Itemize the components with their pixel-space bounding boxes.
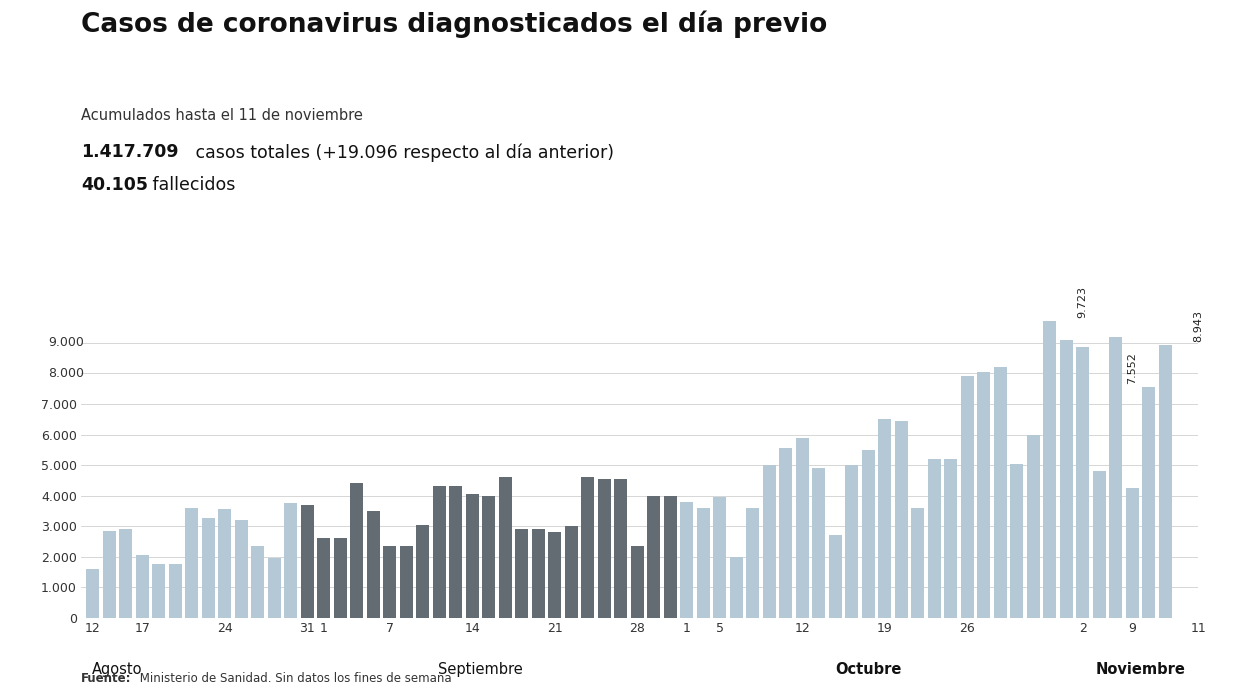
Text: 8.000: 8.000 bbox=[49, 367, 85, 380]
Bar bbox=[746, 508, 759, 618]
Bar bbox=[449, 487, 462, 618]
Bar bbox=[120, 529, 132, 618]
Bar bbox=[648, 496, 660, 618]
Bar bbox=[945, 459, 957, 618]
Bar bbox=[845, 465, 859, 618]
Bar bbox=[763, 465, 775, 618]
Bar bbox=[532, 529, 544, 618]
Text: Fuente:: Fuente: bbox=[81, 672, 131, 685]
Bar bbox=[598, 479, 610, 618]
Text: 7.552: 7.552 bbox=[1127, 352, 1137, 384]
Bar bbox=[1060, 340, 1072, 618]
Text: Casos de coronavirus diagnosticados el día previo: Casos de coronavirus diagnosticados el d… bbox=[81, 10, 827, 38]
Bar bbox=[1142, 387, 1154, 618]
Text: Acumulados hasta el 11 de noviembre: Acumulados hasta el 11 de noviembre bbox=[81, 108, 363, 123]
Bar bbox=[1158, 345, 1172, 618]
Text: 9.000: 9.000 bbox=[49, 336, 85, 350]
Bar bbox=[268, 558, 281, 618]
Bar bbox=[466, 494, 478, 618]
Bar bbox=[168, 564, 182, 618]
Bar bbox=[582, 477, 594, 618]
Bar bbox=[367, 511, 379, 618]
Bar bbox=[664, 496, 676, 618]
Text: 9.723: 9.723 bbox=[1077, 285, 1087, 318]
Bar bbox=[696, 508, 710, 618]
Bar bbox=[251, 546, 265, 618]
Bar bbox=[829, 535, 841, 618]
Bar bbox=[927, 459, 941, 618]
Bar bbox=[482, 496, 495, 618]
Bar bbox=[333, 538, 347, 618]
Bar bbox=[680, 502, 693, 618]
Text: 8.943: 8.943 bbox=[1193, 310, 1203, 341]
Bar bbox=[614, 479, 626, 618]
Bar bbox=[630, 546, 644, 618]
Bar bbox=[977, 372, 990, 618]
Bar bbox=[86, 569, 99, 618]
Text: Septiembre: Septiembre bbox=[438, 662, 523, 677]
Bar bbox=[136, 555, 149, 618]
Bar bbox=[1093, 471, 1106, 618]
Bar bbox=[399, 546, 413, 618]
Text: Agosto: Agosto bbox=[92, 662, 142, 677]
Bar bbox=[383, 546, 396, 618]
Bar bbox=[879, 419, 891, 618]
Bar bbox=[202, 519, 215, 618]
Text: Noviembre: Noviembre bbox=[1096, 662, 1186, 677]
Bar bbox=[730, 557, 743, 618]
Bar bbox=[218, 510, 231, 618]
Bar bbox=[779, 448, 792, 618]
Bar bbox=[861, 450, 875, 618]
Text: Octubre: Octubre bbox=[835, 662, 901, 677]
Text: 1.417.709: 1.417.709 bbox=[81, 143, 178, 161]
Bar bbox=[564, 526, 578, 618]
Text: casos totales (+19.096 respecto al día anterior): casos totales (+19.096 respecto al día a… bbox=[190, 143, 614, 162]
Bar bbox=[1109, 336, 1122, 618]
Bar bbox=[235, 520, 247, 618]
Bar bbox=[548, 532, 562, 618]
Bar bbox=[433, 487, 446, 618]
Bar bbox=[499, 477, 512, 618]
Bar bbox=[515, 529, 528, 618]
Bar bbox=[102, 530, 116, 618]
Bar bbox=[301, 505, 313, 618]
Text: 40.105: 40.105 bbox=[81, 176, 149, 194]
Bar bbox=[1027, 434, 1040, 618]
Bar bbox=[1076, 348, 1090, 618]
Bar bbox=[961, 376, 973, 618]
Bar bbox=[812, 468, 825, 618]
Bar bbox=[351, 483, 363, 618]
Bar bbox=[317, 538, 329, 618]
Bar bbox=[1010, 463, 1023, 618]
Bar bbox=[911, 508, 924, 618]
Bar bbox=[416, 525, 429, 618]
Bar bbox=[796, 438, 809, 618]
Bar bbox=[185, 508, 198, 618]
Bar bbox=[1043, 321, 1056, 618]
Bar bbox=[993, 367, 1007, 618]
Text: fallecidos: fallecidos bbox=[147, 176, 236, 194]
Bar bbox=[895, 421, 907, 618]
Bar bbox=[285, 503, 297, 618]
Bar bbox=[152, 564, 165, 618]
Bar bbox=[1126, 488, 1138, 618]
Text: Ministerio de Sanidad. Sin datos los fines de semana: Ministerio de Sanidad. Sin datos los fin… bbox=[136, 672, 452, 685]
Bar bbox=[713, 497, 726, 618]
